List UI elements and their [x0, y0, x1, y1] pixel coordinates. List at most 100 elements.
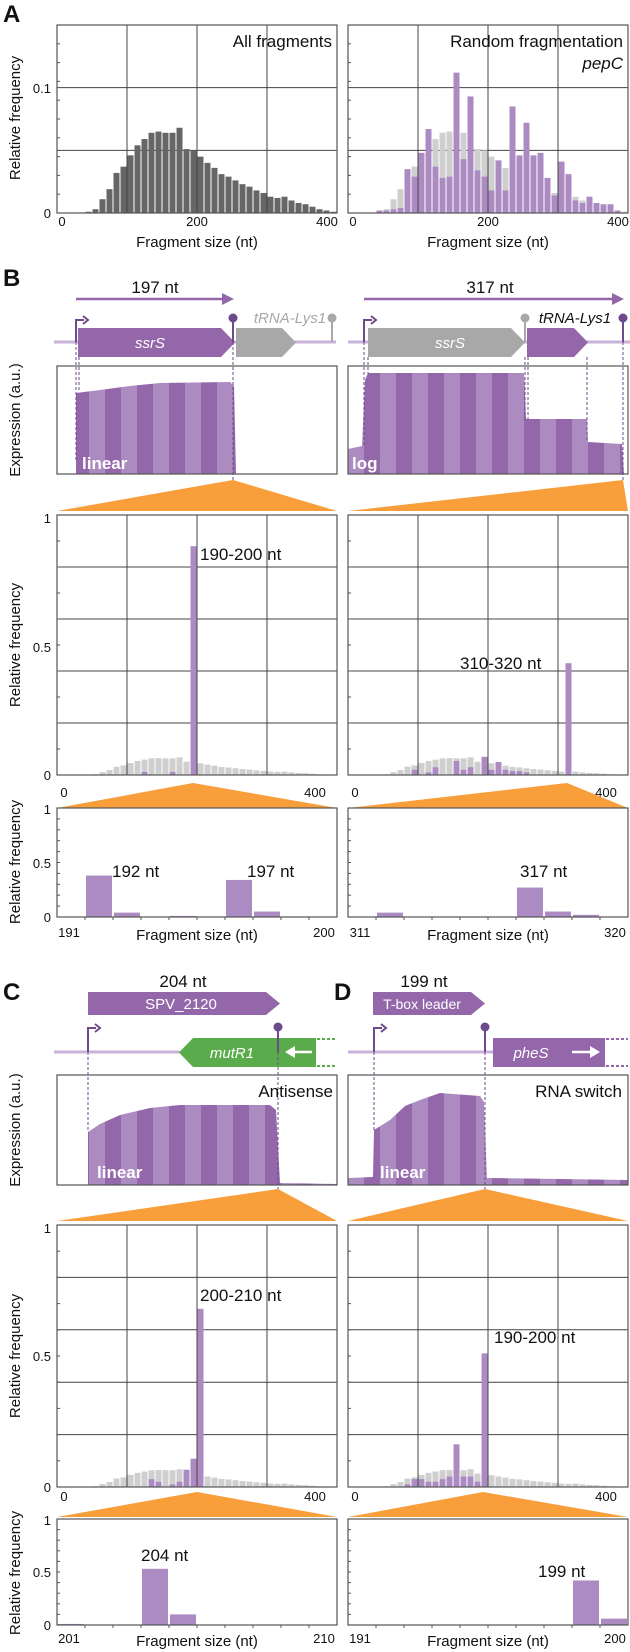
bar-all-fragments	[92, 209, 99, 213]
bar-ssrs-trna-lys1	[432, 767, 439, 775]
peak-annotation: 190-200 nt	[200, 545, 282, 564]
peak-annotation: 317 nt	[520, 862, 568, 881]
chart-B_left_zoom	[56, 807, 338, 920]
promoter-arrowhead-icon	[82, 315, 90, 325]
y-tick-label: 0	[44, 910, 51, 925]
coverage-stripe	[233, 1105, 249, 1185]
bar-t-box-leader	[453, 1444, 460, 1487]
bar-t-box-leader	[418, 1479, 425, 1487]
x-tick-label: 210	[313, 1631, 335, 1646]
panel-title-rna-switch: RNA switch	[535, 1082, 622, 1101]
bar-all-fragments	[267, 196, 274, 213]
coverage-stripe	[153, 1105, 169, 1185]
scale-label-linear: linear	[380, 1163, 426, 1182]
bar-all-fragments	[106, 1482, 113, 1487]
bar-pepc	[439, 177, 446, 213]
panel-label-c: C	[3, 979, 20, 1006]
bar-317-nt	[517, 887, 543, 917]
coverage-stripe	[540, 373, 556, 474]
arrowhead-left-icon	[285, 1046, 295, 1058]
bar-all-fragments	[183, 761, 190, 775]
bar-all-fragments	[537, 769, 544, 775]
bar-pepc	[418, 152, 425, 213]
bar-pepc	[453, 72, 460, 213]
bar-t-box-leader	[460, 1476, 467, 1487]
bar-all-fragments	[239, 184, 246, 213]
x-tick-label: 0	[60, 1489, 67, 1504]
coverage-stripe	[249, 1105, 265, 1185]
bar-all-fragments	[141, 139, 148, 213]
bar-pepc	[523, 122, 530, 213]
coverage-stripe	[556, 373, 572, 474]
zoom-wedge	[348, 783, 628, 808]
bar-all-fragments	[141, 759, 148, 775]
coverage-stripe	[444, 373, 460, 474]
bar-192-nt	[86, 875, 112, 917]
x-tick-label: 311	[350, 925, 371, 940]
bar-all-fragments	[425, 760, 432, 775]
bar-all-fragments	[113, 766, 120, 775]
panel-title-antisense: Antisense	[258, 1082, 333, 1101]
bar-spv-2120	[169, 1484, 176, 1487]
bar-pepc	[411, 176, 418, 213]
coverage-stripe	[364, 1093, 380, 1185]
bar-pepc	[586, 196, 593, 213]
bar-all-fragments	[488, 1475, 495, 1487]
bar-pepc	[495, 160, 502, 213]
bar-ssrs-trna-lys1	[502, 769, 509, 775]
peak-annotation: 192 nt	[112, 862, 160, 881]
coverage-stripe	[428, 373, 444, 474]
x-tick-label: 201	[58, 1631, 80, 1646]
bar-all-fragments	[460, 758, 467, 775]
bar-all-fragments	[106, 770, 113, 775]
x-tick-label: 0	[60, 785, 67, 800]
bar-all-fragments	[425, 1472, 432, 1487]
bar-pepc	[467, 96, 474, 213]
bar-t-box-leader	[411, 1479, 418, 1487]
bar-all-fragments	[204, 1476, 211, 1487]
bar-ssrs-trna-lys1	[481, 756, 488, 775]
bar-319-nt	[573, 914, 599, 917]
bar-pepc	[432, 166, 439, 213]
bar-all-fragments	[155, 758, 162, 775]
chart-A_right	[347, 24, 629, 214]
bar-all-fragments	[446, 758, 453, 775]
peak-annotation: 197 nt	[247, 862, 295, 881]
bar-all-fragments	[274, 1483, 281, 1487]
bar-t-box-leader	[432, 1481, 439, 1487]
bar-199-nt	[573, 1580, 599, 1625]
bar-all-fragments	[530, 1480, 537, 1487]
coverage-stripe	[217, 1105, 233, 1185]
gene-label-ssrS: ssrS	[135, 335, 165, 352]
bar-all-fragments	[523, 768, 530, 775]
bar-all-fragments	[586, 1484, 593, 1487]
gene-label-ssrS: ssrS	[435, 335, 465, 352]
bar-all-fragments	[120, 765, 127, 775]
coverage-stripe	[201, 382, 217, 474]
zoom-wedge	[57, 1492, 337, 1517]
terminator-icon	[228, 313, 238, 323]
y-tick-label: 0.5	[33, 640, 51, 655]
coverage-stripe	[396, 373, 412, 474]
bar-all-fragments	[204, 162, 211, 213]
promoter-arrow-icon	[87, 1027, 96, 1052]
bar-all-fragments	[439, 132, 446, 213]
bar-all-fragments	[267, 771, 274, 775]
coverage-stripe	[460, 1093, 476, 1185]
coverage-frame	[56, 365, 338, 475]
bar-all-fragments	[488, 763, 495, 775]
bar-all-fragments	[323, 210, 330, 213]
coverage-stripe	[396, 1093, 412, 1185]
bar-all-fragments	[253, 1482, 260, 1487]
panel-label-a: A	[3, 1, 20, 28]
promoter-arrow-icon	[75, 319, 84, 342]
bar-all-fragments	[495, 1476, 502, 1487]
bar-all-fragments	[586, 772, 593, 775]
y-axis-label-expression: Expression (a.u.)	[7, 363, 24, 476]
chart-B_left_main	[56, 514, 338, 776]
bar-all-fragments	[397, 1482, 404, 1487]
bar-all-fragments	[432, 1471, 439, 1487]
gene-tRNA-Lys1	[236, 328, 296, 357]
coverage-stripe	[169, 1105, 185, 1185]
gene-ssrS	[78, 328, 235, 357]
